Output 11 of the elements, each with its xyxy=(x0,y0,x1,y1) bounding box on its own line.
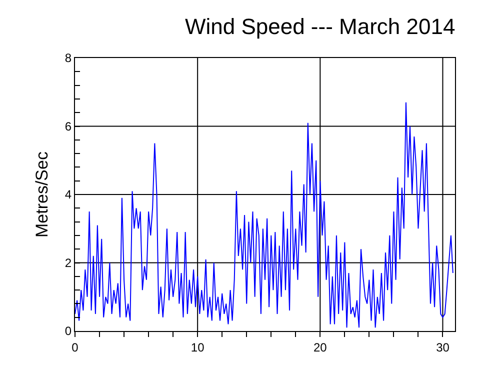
x-tick-label: 10 xyxy=(190,340,205,354)
y-tick-label: 8 xyxy=(64,51,72,66)
x-tick-label: 30 xyxy=(436,340,450,354)
y-tick-label: 6 xyxy=(64,119,72,134)
y-tick-label: 0 xyxy=(64,324,72,338)
x-tick-label: 20 xyxy=(313,340,328,354)
chart-title: Wind Speed --- March 2014 xyxy=(184,14,456,39)
y-tick-label: 2 xyxy=(64,256,72,270)
line-series xyxy=(75,102,454,328)
y-axis-title: Metres/Sec xyxy=(32,151,52,238)
y-tick-label: 4 xyxy=(64,188,72,202)
